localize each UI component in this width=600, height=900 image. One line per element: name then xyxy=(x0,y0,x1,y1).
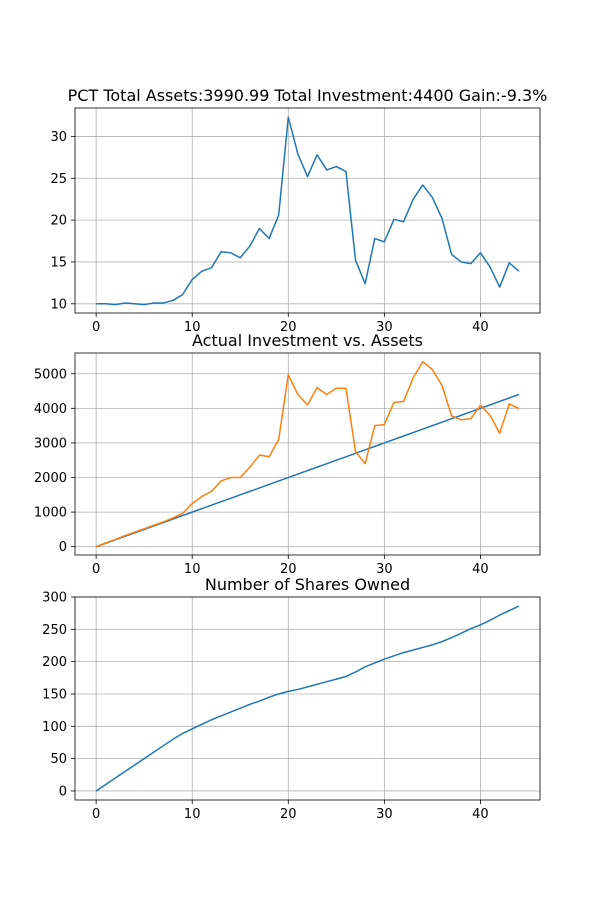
x-tick-label: 40 xyxy=(472,320,489,335)
y-tick-label: 150 xyxy=(42,687,67,702)
x-tick-label: 10 xyxy=(184,562,201,577)
axes-frame xyxy=(74,352,541,556)
y-tick-label: 2000 xyxy=(34,471,67,486)
x-tick-label: 30 xyxy=(376,320,393,335)
x-tick-label: 10 xyxy=(184,320,201,335)
x-tick-label: 20 xyxy=(280,562,297,577)
y-tick-label: 1000 xyxy=(34,506,67,521)
chart-title: PCT Total Assets:3990.99 Total Investmen… xyxy=(68,86,548,105)
x-tick-label: 20 xyxy=(280,320,297,335)
x-tick-label: 0 xyxy=(92,562,100,577)
series-line-1 xyxy=(95,605,520,792)
y-tick-label: 4000 xyxy=(34,402,67,417)
chart-title: Number of Shares Owned xyxy=(205,575,410,594)
x-tick-label: 30 xyxy=(376,807,393,822)
y-tick-label: 25 xyxy=(50,172,67,187)
x-tick-label: 0 xyxy=(92,320,100,335)
y-tick-label: 0 xyxy=(59,540,67,555)
y-tick-label: 5000 xyxy=(34,367,67,382)
y-tick-label: 250 xyxy=(42,623,67,638)
chart-title: Actual Investment vs. Assets xyxy=(192,331,423,350)
series-line-1 xyxy=(96,116,520,306)
y-tick-label: 10 xyxy=(50,297,67,312)
x-tick-label: 40 xyxy=(472,562,489,577)
y-tick-label: 30 xyxy=(50,130,67,145)
y-tick-label: 3000 xyxy=(34,436,67,451)
x-tick-label: 0 xyxy=(92,807,100,822)
y-tick-label: 20 xyxy=(50,214,67,229)
y-tick-label: 200 xyxy=(42,655,67,670)
series-line-2 xyxy=(95,360,520,548)
chart-3: 0 10 20 30 40 0 50 100 150 200 250 300 Number of Sha… xyxy=(42,575,541,822)
y-tick-label: 0 xyxy=(59,784,67,799)
y-tick-label: 50 xyxy=(50,752,67,767)
axes-frame xyxy=(74,596,541,801)
series-line-1 xyxy=(95,393,520,548)
y-tick-label: 300 xyxy=(42,591,67,606)
chart-2: 0 10 20 30 40 0 1000 2000 3000 4000 5000 Actual Inv… xyxy=(34,331,541,577)
x-tick-label: 20 xyxy=(280,807,297,822)
y-tick-label: 15 xyxy=(50,255,67,270)
axes-frame xyxy=(74,107,541,314)
x-tick-label: 40 xyxy=(472,807,489,822)
chart-1: 0 10 20 30 40 10 15 20 25 30 PCT Total Assets:3990… xyxy=(50,86,547,335)
y-tick-label: 100 xyxy=(42,720,67,735)
x-tick-label: 10 xyxy=(184,807,201,822)
x-tick-label: 30 xyxy=(376,562,393,577)
